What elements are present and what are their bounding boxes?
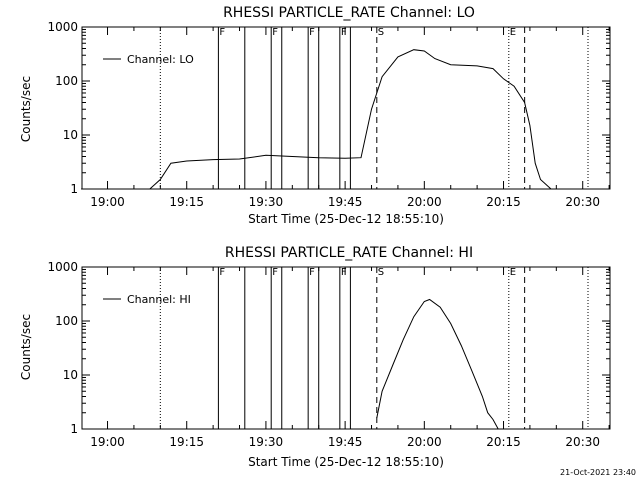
marker-label: F <box>219 27 225 38</box>
marker-label: F <box>341 267 347 278</box>
marker-label: S <box>378 27 384 38</box>
marker-label: F <box>219 267 225 278</box>
marker-label: E <box>510 27 516 38</box>
y-tick-label: 1 <box>70 182 78 196</box>
legend: Channel: HI <box>103 293 191 306</box>
x-tick-label: 19:30 <box>249 195 284 209</box>
y-axis-label: Counts/sec <box>19 314 33 380</box>
chart-title: RHESSI PARTICLE_RATE Channel: HI <box>225 245 473 261</box>
marker-label: F <box>309 27 315 38</box>
plot-frame <box>81 26 611 190</box>
x-axis-label: Start Time (25-Dec-12 18:55:10) <box>248 212 444 226</box>
y-tick-label: 1000 <box>47 260 78 274</box>
series-line <box>81 49 588 190</box>
legend: Channel: LO <box>103 53 194 66</box>
marker-label: E <box>510 267 516 278</box>
x-tick-label: 20:30 <box>565 195 600 209</box>
plot-area: 1 10 100 1000 19:00 19:15 19:30 19:45 20:00 20:15… <box>47 20 611 209</box>
x-tick-label: 19:45 <box>328 195 363 209</box>
panel-channel-lo: RHESSI PARTICLE_RATE Channel: LO Counts/… <box>19 5 611 226</box>
marker-label: F <box>309 267 315 278</box>
legend-label: Channel: LO <box>127 53 194 66</box>
x-tick-label: 20:00 <box>407 435 442 449</box>
x-tick-label: 19:00 <box>90 195 125 209</box>
x-tick-label: 19:15 <box>169 195 204 209</box>
marker-label: F <box>341 27 347 38</box>
plot-area: 1 10 100 1000 19:00 19:15 19:30 19:45 20:00 20:15… <box>47 260 611 449</box>
x-tick-label: 20:15 <box>486 435 521 449</box>
chart-title: RHESSI PARTICLE_RATE Channel: LO <box>223 5 475 21</box>
generation-timestamp: 21-Oct-2021 23:40 <box>560 468 636 477</box>
series-line <box>376 298 499 430</box>
y-axis-label: Counts/sec <box>19 76 33 142</box>
marker-label: S <box>378 267 384 278</box>
x-tick-label: 19:00 <box>90 435 125 449</box>
x-tick-label: 20:00 <box>407 195 442 209</box>
marker-label: F <box>272 267 278 278</box>
x-axis-label: Start Time (25-Dec-12 18:55:10) <box>248 455 444 469</box>
y-tick-label: 10 <box>63 128 78 142</box>
plot-frame <box>81 266 611 430</box>
y-tick-label: 1000 <box>47 20 78 34</box>
x-tick-label: 20:30 <box>565 435 600 449</box>
y-tick-label: 1 <box>70 422 78 436</box>
y-tick-label: 100 <box>55 314 78 328</box>
panel-channel-hi: RHESSI PARTICLE_RATE Channel: HI Counts/… <box>19 245 611 469</box>
x-tick-label: 19:30 <box>249 435 284 449</box>
legend-label: Channel: HI <box>127 293 191 306</box>
x-tick-label: 20:15 <box>486 195 521 209</box>
marker-label: F <box>272 27 278 38</box>
x-tick-label: 19:15 <box>169 435 204 449</box>
x-tick-label: 19:45 <box>328 435 363 449</box>
y-tick-label: 10 <box>63 368 78 382</box>
y-tick-label: 100 <box>55 74 78 88</box>
